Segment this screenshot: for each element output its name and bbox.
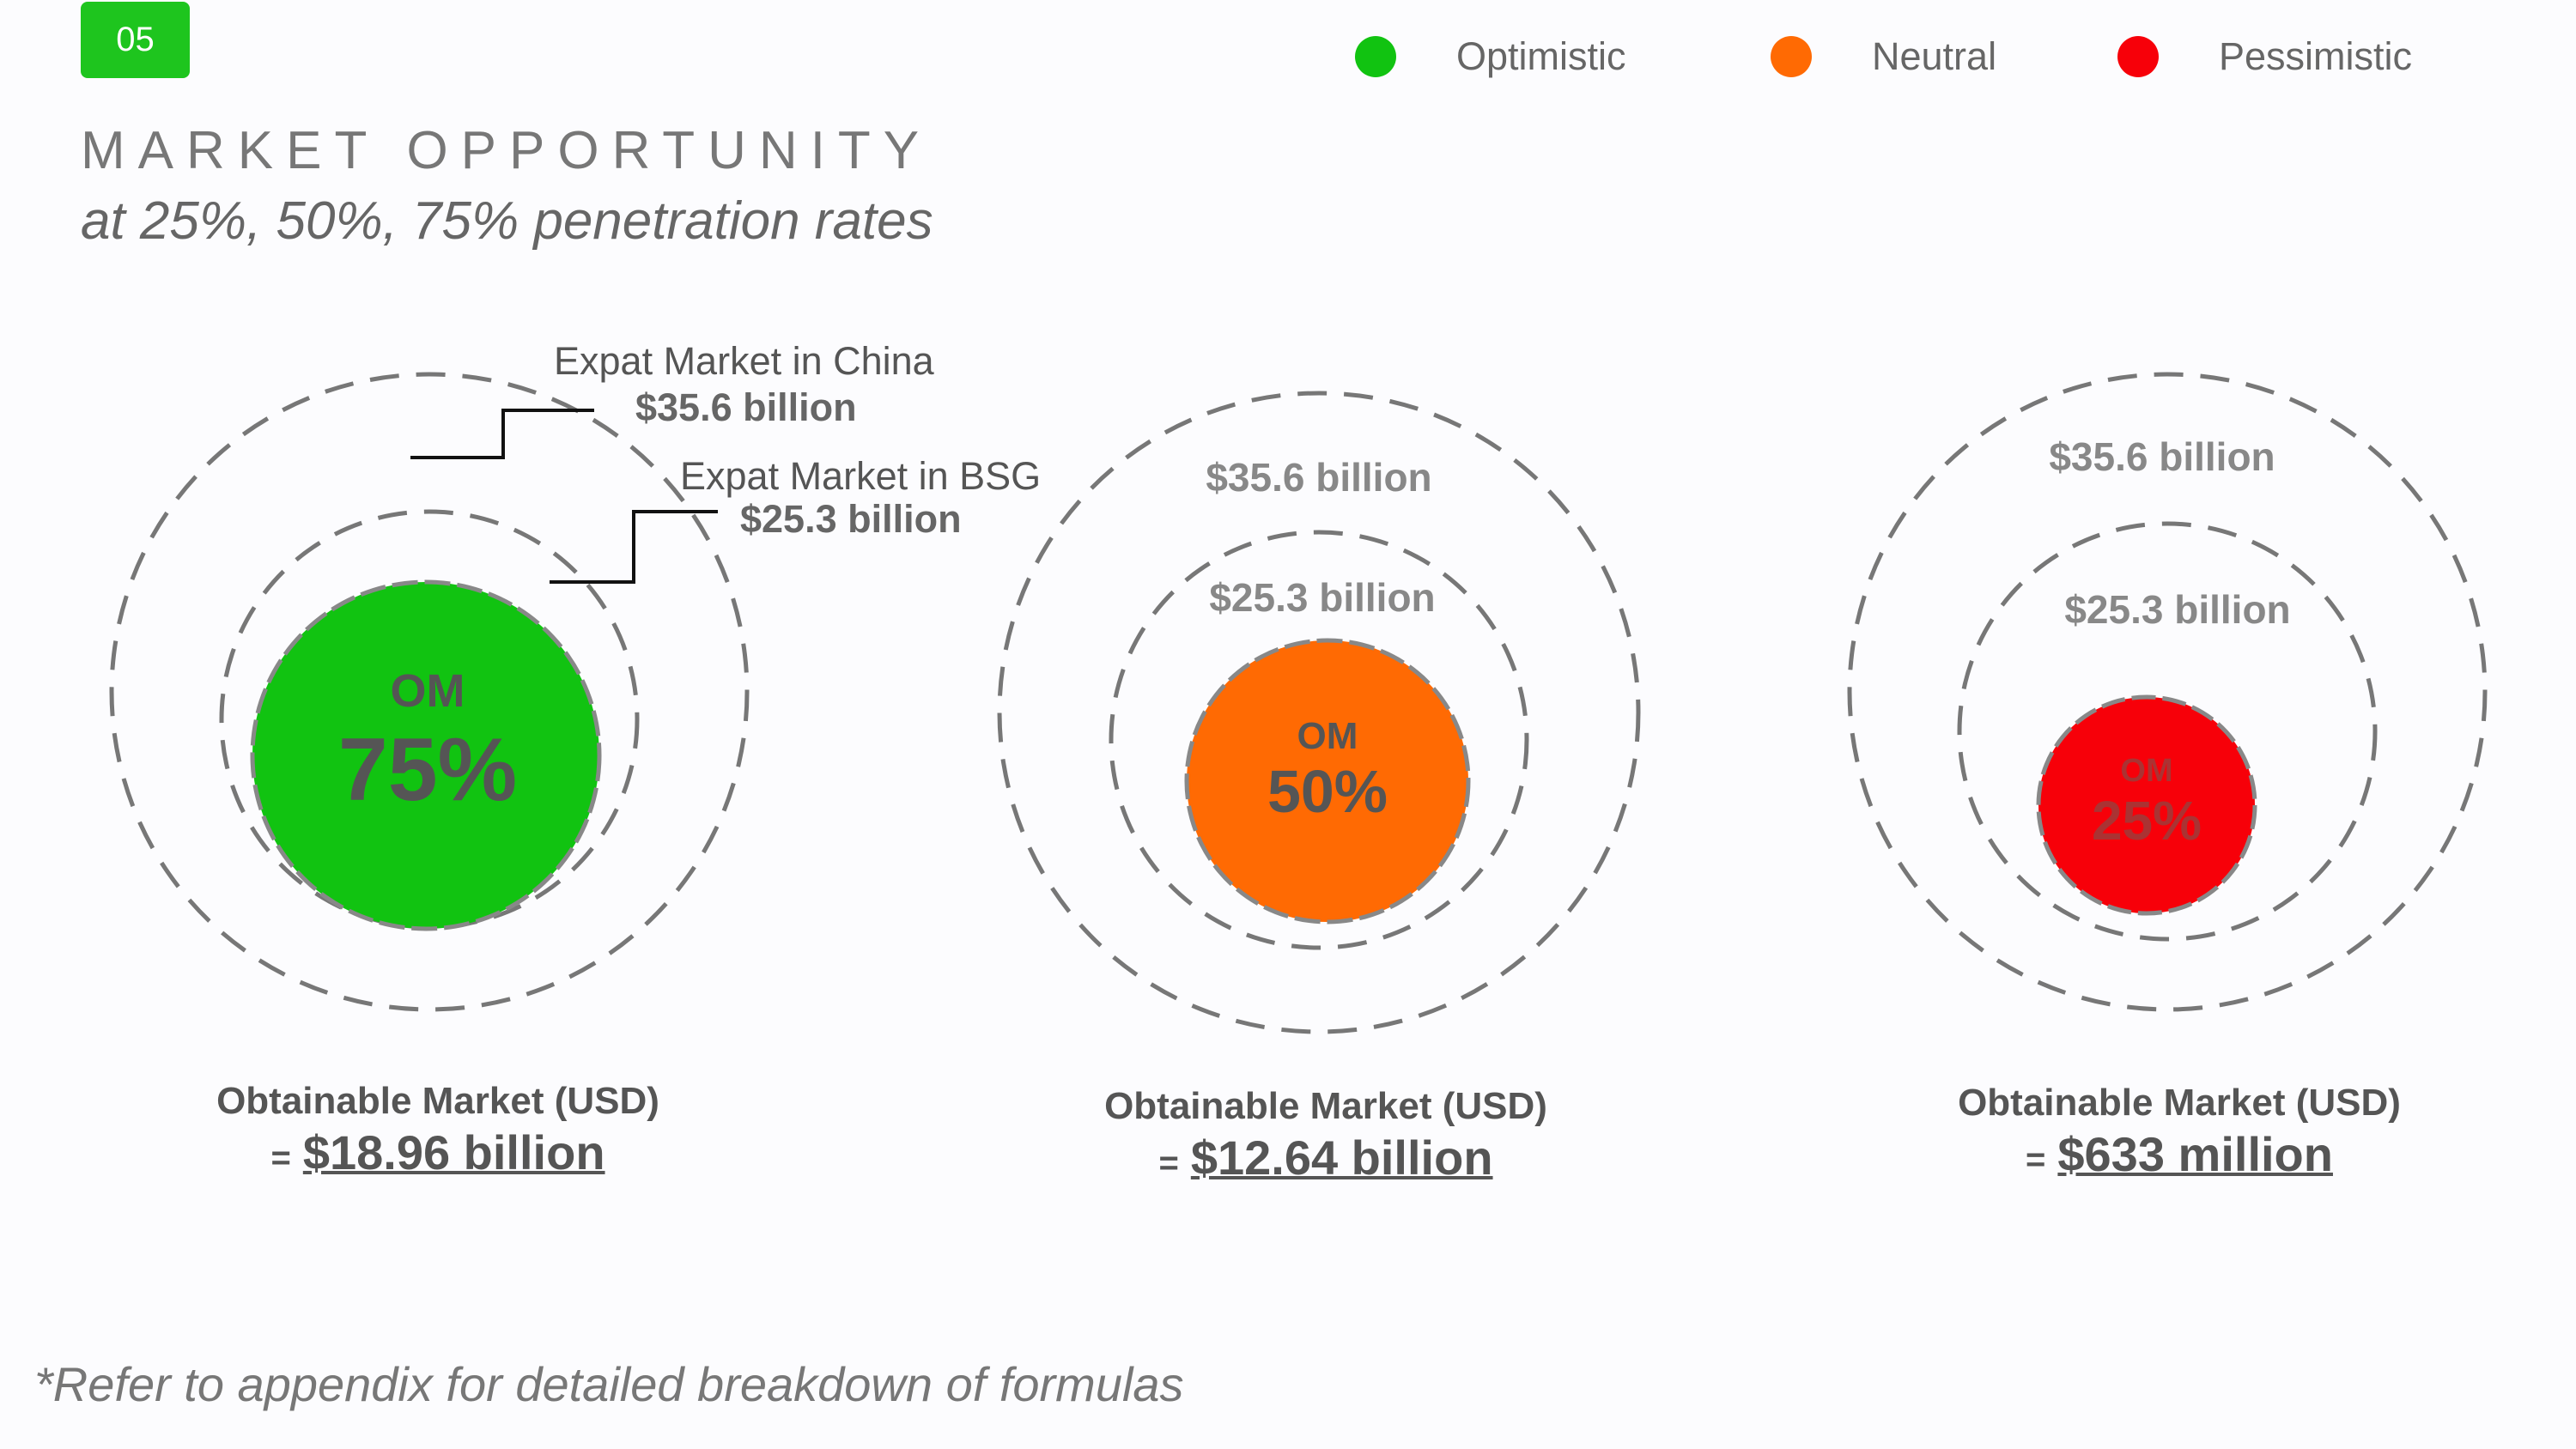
- om-percent: 50%: [1267, 758, 1388, 825]
- result-line: = $633 million: [1836, 1126, 2523, 1182]
- legend-dot-optimistic: [1355, 36, 1396, 77]
- om-circle: [250, 579, 602, 931]
- result-title: Obtainable Market (USD): [1958, 1082, 2401, 1124]
- om-label: OM: [391, 665, 465, 717]
- legend-item-neutral: Neutral: [1771, 34, 1996, 79]
- result-value: $18.96 billion: [302, 1125, 605, 1179]
- bsg-leader-line: [550, 510, 718, 584]
- legend-dot-pessimistic: [2117, 36, 2159, 77]
- legend-label: Neutral: [1872, 34, 1997, 78]
- outer-ring: [1847, 372, 2488, 1012]
- inner-ring-value: $25.3 billion: [2064, 587, 2290, 632]
- result-title: Obtainable Market (USD): [1104, 1085, 1547, 1127]
- om-label: OM: [1297, 715, 1358, 757]
- result-equals: =: [270, 1139, 291, 1177]
- legend-label: Optimistic: [1456, 34, 1626, 78]
- legend: Optimistic Neutral Pessimistic: [0, 34, 2576, 94]
- page-subtitle: at 25%, 50%, 75% penetration rates: [81, 191, 933, 251]
- result-line: = $18.96 billion: [94, 1125, 781, 1180]
- result-value: $12.64 billion: [1190, 1131, 1493, 1185]
- legend-label: Pessimistic: [2219, 34, 2413, 78]
- result-neutral: Obtainable Market (USD) = $12.64 billion: [982, 1085, 1669, 1185]
- result-line: = $12.64 billion: [982, 1130, 1669, 1185]
- bsg-market-label: Expat Market in BSG: [680, 454, 1041, 498]
- page-title: MARKET OPPORTUNITY: [81, 121, 933, 180]
- slide-number-badge: 05: [81, 2, 190, 78]
- outer-ring: [109, 372, 750, 1012]
- china-market-value: $35.6 billion: [635, 385, 857, 429]
- result-title: Obtainable Market (USD): [216, 1080, 659, 1122]
- china-leader-line: [410, 409, 594, 459]
- legend-item-optimistic: Optimistic: [1355, 34, 1626, 79]
- result-optimistic: Obtainable Market (USD) = $18.96 billion: [94, 1080, 781, 1180]
- china-market-label: Expat Market in China: [554, 339, 935, 383]
- scenario-pessimistic: $35.6 billion $25.3 billion OM 25%: [1847, 372, 2488, 1012]
- om-circle: [1184, 638, 1471, 925]
- footnote: *Refer to appendix for detailed breakdow…: [34, 1357, 1184, 1411]
- inner-ring-value: $25.3 billion: [1209, 575, 1435, 620]
- result-equals: =: [1158, 1144, 1179, 1182]
- outer-ring-value: $35.6 billion: [1206, 455, 1431, 500]
- scenario-optimistic: OM 75% Expat Market in China $35.6 billi…: [109, 339, 1041, 1012]
- legend-item-pessimistic: Pessimistic: [2117, 34, 2412, 79]
- om-percent: 75%: [338, 720, 517, 820]
- om-label: OM: [2120, 753, 2172, 789]
- bsg-market-value: $25.3 billion: [740, 497, 962, 541]
- om-percent: 25%: [2092, 790, 2202, 852]
- outer-ring-value: $35.6 billion: [2049, 434, 2275, 479]
- inner-ring: [1957, 521, 2378, 942]
- result-pessimistic: Obtainable Market (USD) = $633 million: [1836, 1082, 2523, 1182]
- om-circle: [2036, 694, 2257, 916]
- inner-ring: [1109, 530, 1529, 950]
- scenario-neutral: $35.6 billion $25.3 billion OM 50%: [997, 391, 1641, 1034]
- legend-dot-neutral: [1771, 36, 1812, 77]
- outer-ring: [997, 391, 1641, 1034]
- result-value: $633 million: [2057, 1127, 2333, 1181]
- result-equals: =: [2026, 1141, 2046, 1179]
